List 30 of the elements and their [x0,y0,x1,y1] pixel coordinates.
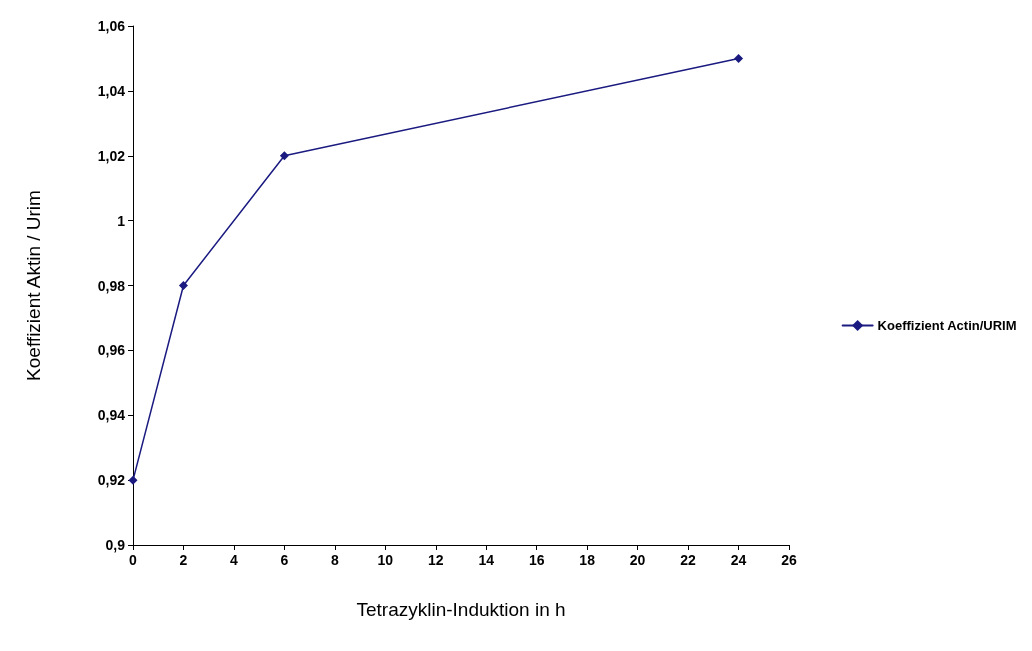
x-tick-label: 12 [427,552,444,568]
x-tick-label: 8 [330,552,339,568]
y-tick-label: 1 [117,212,126,229]
y-tick-label: 0,98 [97,277,126,294]
y-tick-label: 1,04 [97,82,126,99]
x-axis-title: Tetrazyklin-Induktion in h [356,599,566,620]
x-tick-label: 10 [377,552,394,568]
y-tick-label: 0,96 [97,342,126,359]
x-tick-label: 2 [179,552,188,568]
point [734,53,744,63]
y-tick-label: 0,94 [97,407,126,424]
y-tick-label: 0,9 [105,537,126,553]
x-tick-label: 0 [129,552,138,568]
y-axis-title: Koeffizient Aktin / Urim [23,190,44,381]
y-tick-label: 1,02 [97,147,126,164]
x-tick-label: 14 [478,552,495,568]
x-tick-label: 16 [528,552,545,568]
x-tick-label: 6 [280,552,289,568]
y-tick-label: 1,06 [97,18,126,34]
y-tick-label: 0,92 [97,472,126,489]
point [279,151,289,161]
x-tick-label: 4 [230,552,239,568]
point [128,475,138,485]
x-tick-label: 20 [629,552,646,568]
legend-label: Koeffizient Actin/URIM [877,318,1017,333]
x-tick-label: 24 [730,552,747,568]
x-tick-label: 18 [579,552,596,568]
x-tick-label: 22 [680,552,697,568]
point [178,281,188,290]
x-tick-label: 26 [781,552,797,568]
